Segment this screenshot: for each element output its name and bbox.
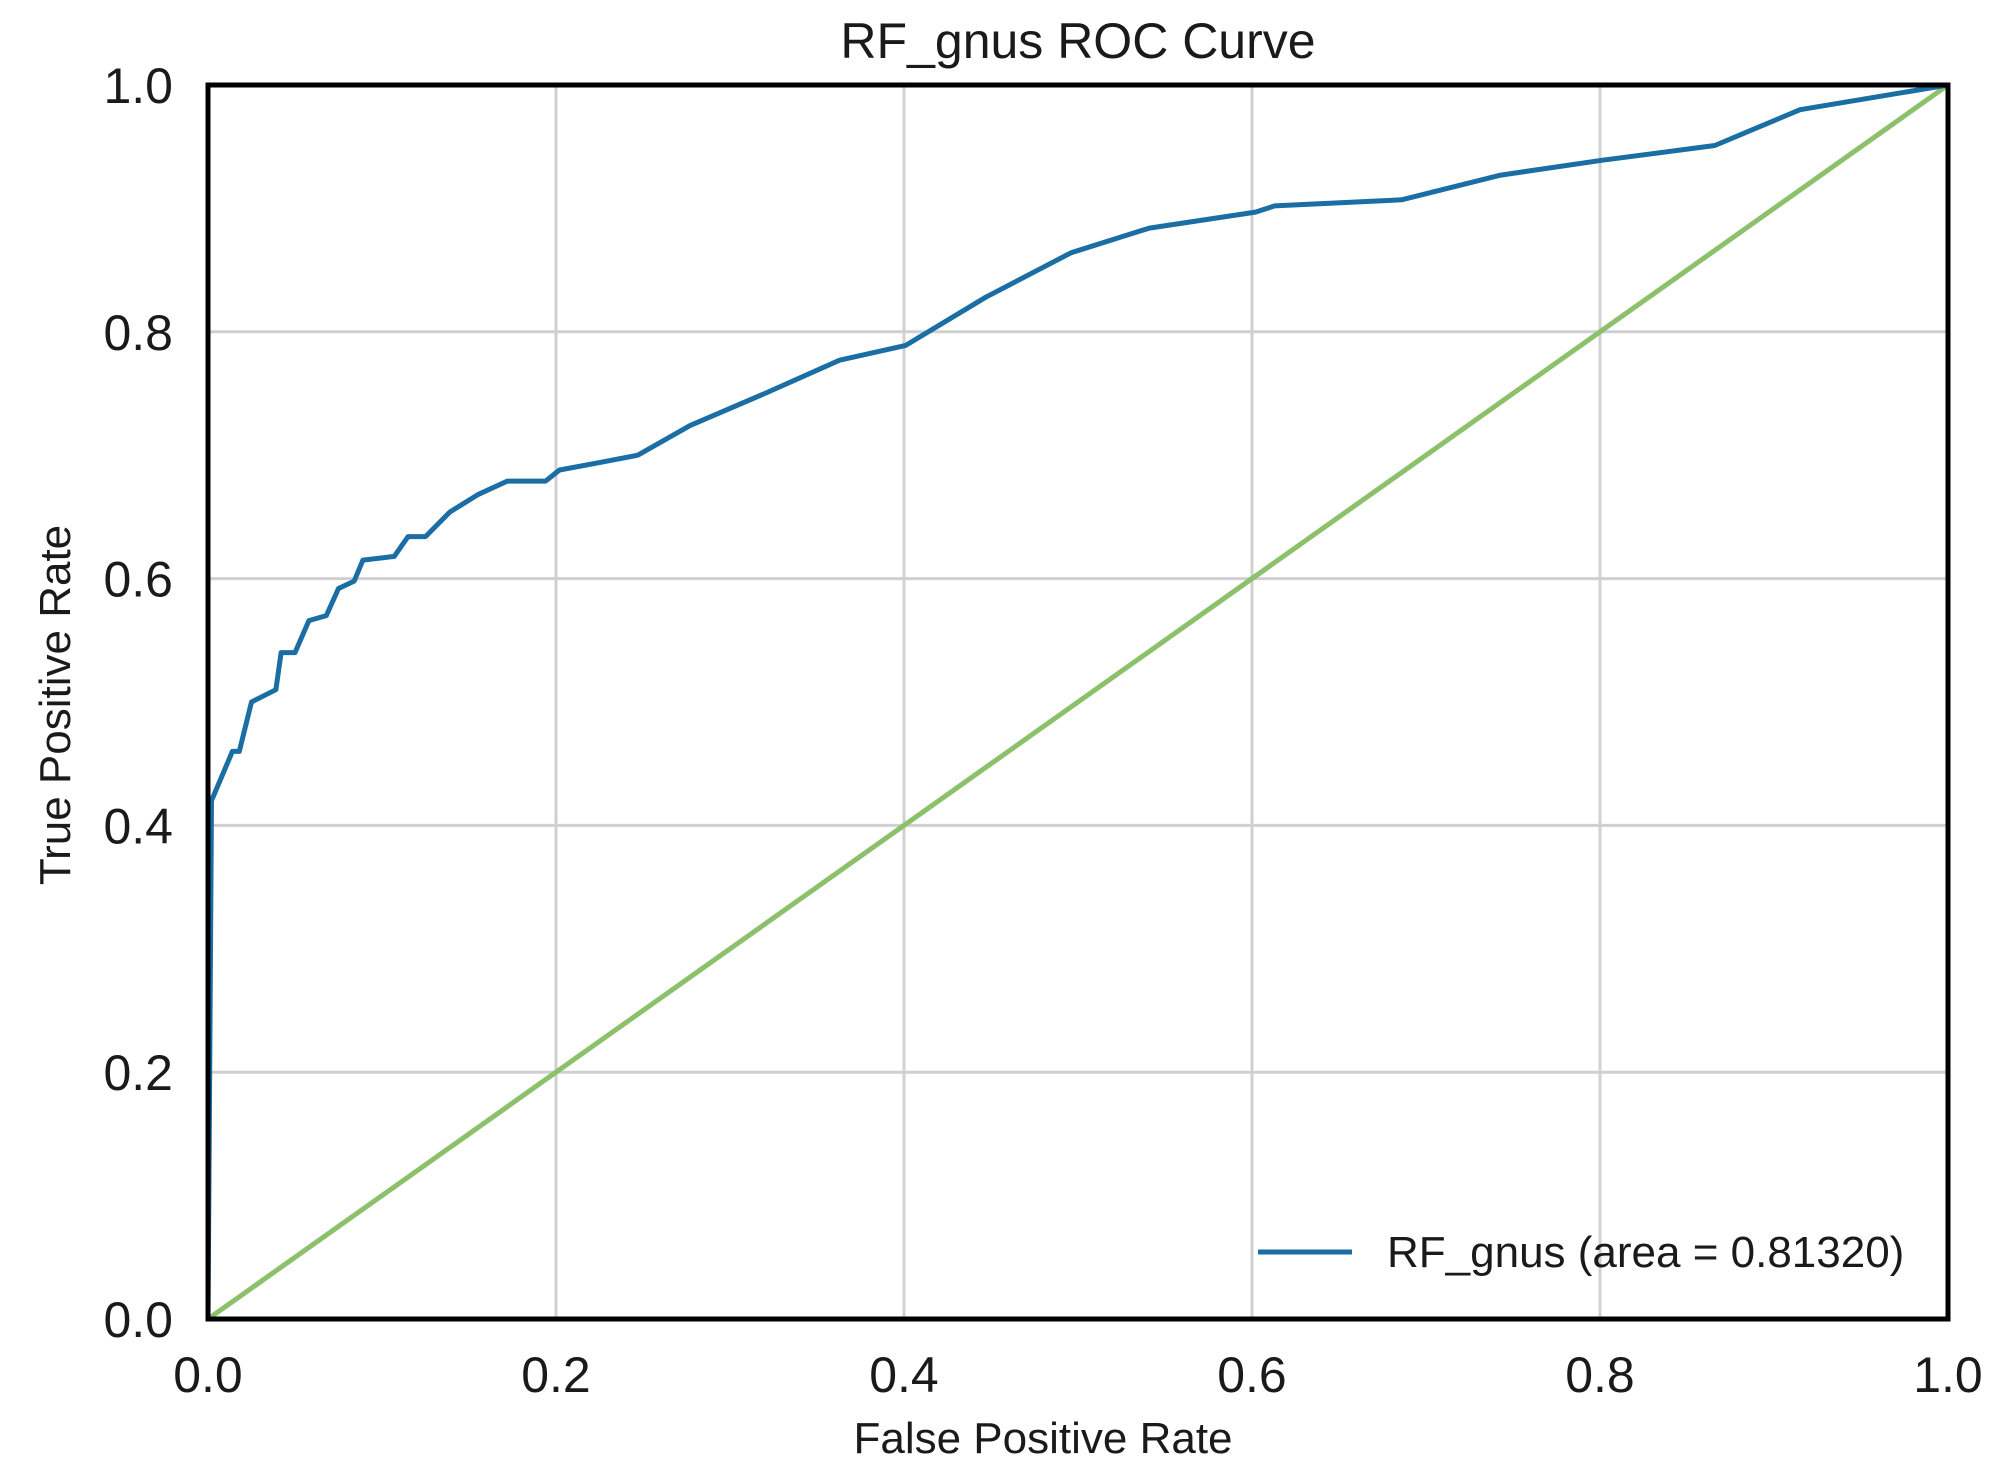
y-axis-label: True Positive Rate — [31, 525, 80, 885]
x-tick-label: 0.8 — [1565, 1347, 1635, 1403]
chance-diagonal-line — [206, 82, 1950, 1322]
y-tick-label: 0.2 — [103, 1045, 173, 1101]
x-tick-labels: 0.0 0.2 0.4 0.6 0.8 1.0 — [173, 1347, 1983, 1403]
y-tick-labels: 0.0 0.2 0.4 0.6 0.8 1.0 — [103, 58, 173, 1348]
y-tick-label: 0.0 — [103, 1292, 173, 1348]
x-axis-label: False Positive Rate — [853, 1414, 1232, 1463]
roc-curve-line — [205, 82, 1949, 1320]
chart-title: RF_gnus ROC Curve — [840, 13, 1315, 69]
chance-line — [206, 82, 1950, 1322]
x-tick-label: 0.6 — [1217, 1347, 1287, 1403]
legend: RF_gnus (area = 0.81320) — [1258, 1228, 1904, 1277]
x-tick-label: 1.0 — [1913, 1347, 1983, 1403]
legend-label: RF_gnus (area = 0.81320) — [1387, 1228, 1904, 1277]
roc-curve — [205, 82, 1949, 1320]
x-tick-label: 0.4 — [869, 1347, 939, 1403]
x-tick-label: 0.0 — [173, 1347, 243, 1403]
y-tick-label: 0.6 — [103, 552, 173, 608]
y-tick-label: 0.8 — [103, 305, 173, 361]
y-tick-label: 1.0 — [103, 58, 173, 114]
y-tick-label: 0.4 — [103, 798, 173, 854]
x-tick-label: 0.2 — [521, 1347, 591, 1403]
plot-frame — [205, 82, 1951, 1322]
